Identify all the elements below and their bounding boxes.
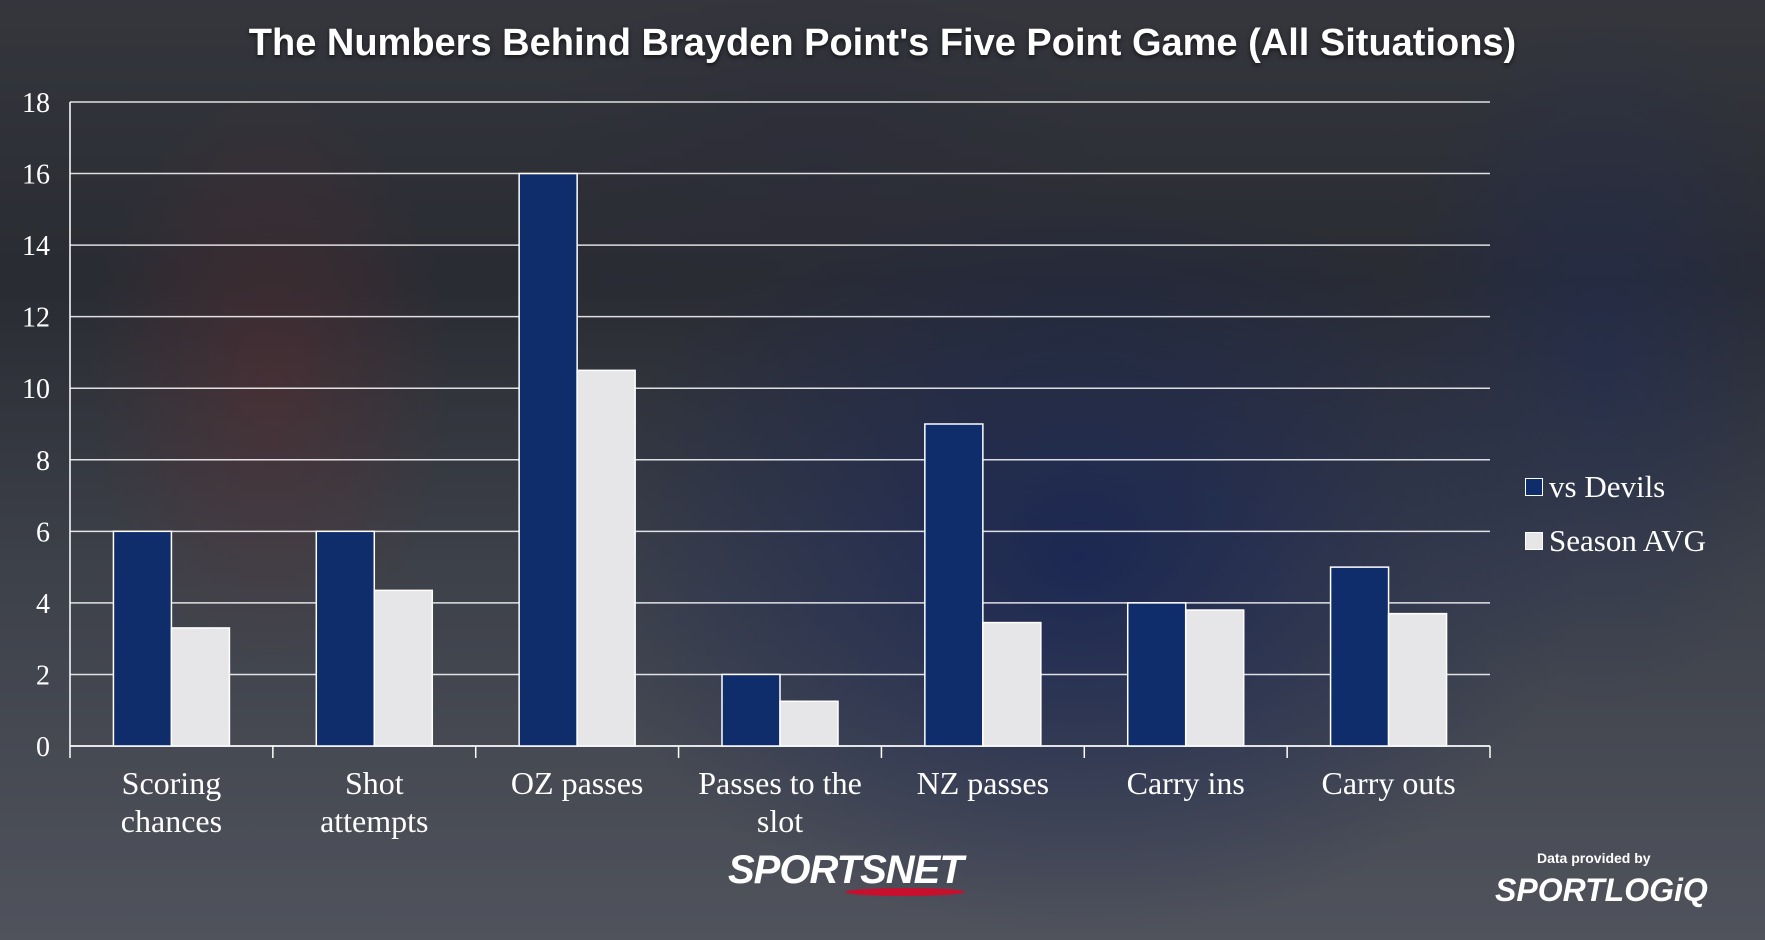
bar-vs-devils-1 bbox=[315, 530, 376, 747]
y-tick-label-8: 8 bbox=[36, 446, 50, 477]
legend-item-vs-devils: vs Devils bbox=[1525, 460, 1706, 514]
bar-season-avg-1 bbox=[373, 589, 434, 747]
bar-season-avg-0 bbox=[170, 627, 231, 747]
y-tick-label-2: 2 bbox=[36, 660, 50, 691]
category-label-0-0: Scoring bbox=[122, 765, 222, 801]
y-tick-label-0: 0 bbox=[36, 732, 50, 763]
legend-swatch-season-avg bbox=[1525, 532, 1543, 550]
y-tick-label-10: 10 bbox=[22, 374, 50, 405]
category-label-5-0: Carry ins bbox=[1127, 765, 1245, 801]
legend-label-vs-devils: vs Devils bbox=[1549, 469, 1666, 504]
bar-season-avg-4 bbox=[982, 621, 1042, 747]
bar-season-avg-5 bbox=[1184, 609, 1245, 747]
sportlogiq-logo: SPORTLOGiQ bbox=[1495, 872, 1708, 908]
category-label-4-0: NZ passes bbox=[917, 765, 1049, 801]
bar-vs-devils-5 bbox=[1126, 602, 1187, 747]
category-label-6-0: Carry outs bbox=[1321, 765, 1455, 801]
bar-vs-devils-6 bbox=[1329, 566, 1390, 747]
y-tick-label-18: 18 bbox=[22, 88, 50, 119]
category-label-3-0: Passes to the bbox=[698, 765, 862, 801]
bar-vs-devils-0 bbox=[112, 530, 173, 747]
chart-title: The Numbers Behind Brayden Point's Five … bbox=[248, 22, 1517, 64]
bar-vs-devils-3 bbox=[721, 673, 781, 747]
category-label-3-1: slot bbox=[757, 803, 803, 839]
legend-swatch-vs-devils bbox=[1525, 478, 1543, 496]
y-tick-label-14: 14 bbox=[22, 231, 50, 262]
y-tick-label-12: 12 bbox=[22, 303, 50, 334]
legend-item-season-avg: Season AVG bbox=[1525, 514, 1706, 568]
bar-season-avg-3 bbox=[779, 700, 839, 747]
category-label-1-1: attempts bbox=[320, 803, 428, 839]
bar-vs-devils-2 bbox=[518, 172, 578, 747]
bar-season-avg-6 bbox=[1387, 612, 1448, 747]
data-credit: Data provided by bbox=[1537, 850, 1651, 866]
sportsnet-logo: SPORTSNET bbox=[728, 848, 964, 892]
bar-vs-devils-4 bbox=[924, 423, 984, 747]
legend-label-season-avg: Season AVG bbox=[1549, 523, 1707, 558]
y-tick-label-6: 6 bbox=[36, 517, 50, 548]
y-tick-label-4: 4 bbox=[36, 589, 50, 620]
category-label-0-1: chances bbox=[121, 803, 222, 839]
bar-season-avg-2 bbox=[576, 369, 636, 747]
legend: vs Devils Season AVG bbox=[1525, 460, 1706, 568]
y-tick-label-16: 16 bbox=[22, 160, 50, 191]
category-label-1-0: Shot bbox=[345, 765, 404, 801]
category-label-2-0: OZ passes bbox=[511, 765, 643, 801]
